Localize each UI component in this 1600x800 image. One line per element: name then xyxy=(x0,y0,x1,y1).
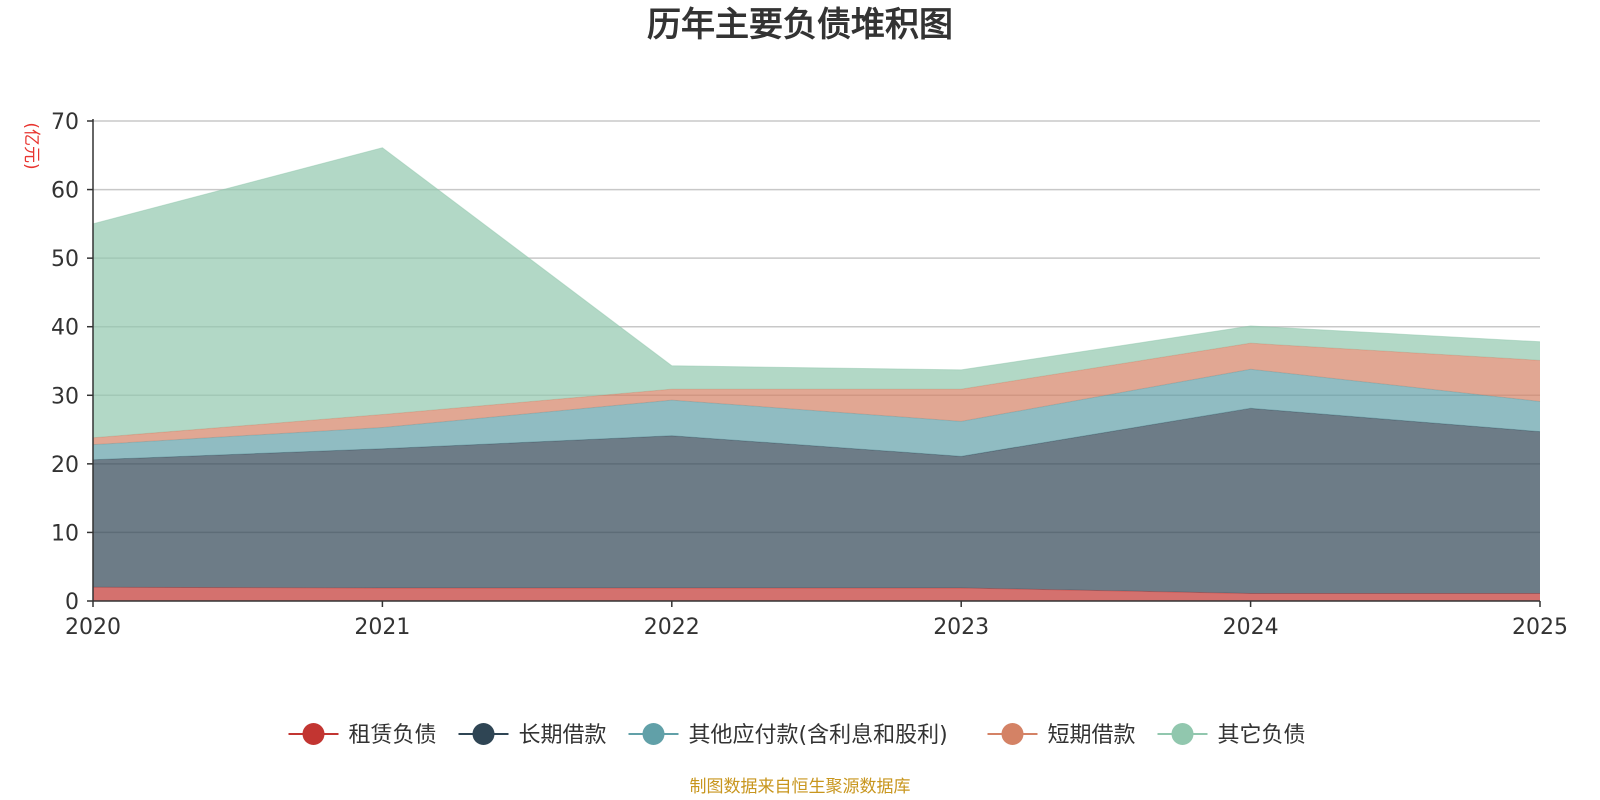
area-series-4 xyxy=(93,147,1540,438)
legend-marker-dot xyxy=(302,723,325,745)
legend-label: 其他应付款(含利息和股利) xyxy=(689,723,948,748)
y-tick-label: 0 xyxy=(65,590,79,615)
area-series-3 xyxy=(93,343,1540,445)
x-tick-label: 2025 xyxy=(1512,615,1568,640)
legend-label: 长期借款 xyxy=(519,723,607,748)
legend-item-4[interactable]: 其它负债 xyxy=(1157,723,1306,748)
legend-item-0[interactable]: 租赁负债 xyxy=(288,723,437,748)
y-tick-label: 60 xyxy=(51,179,79,204)
area-series-1 xyxy=(93,408,1540,594)
x-tick-label: 2020 xyxy=(65,615,121,640)
legend-marker-dot xyxy=(1171,723,1194,745)
y-tick-label: 20 xyxy=(51,453,79,478)
area-series-group xyxy=(92,147,1541,601)
legend-label: 其它负债 xyxy=(1218,723,1306,748)
y-tick-label: 30 xyxy=(51,384,79,409)
legend: 租赁负债 长期借款 其他应付款(含利息和股利) 短期借款 其它负债 xyxy=(288,723,1306,748)
area-series-line-4 xyxy=(92,147,1541,371)
y-axis-unit-label: (亿元) xyxy=(21,122,41,169)
x-tick-label: 2022 xyxy=(644,615,700,640)
y-tick-label: 50 xyxy=(51,247,79,272)
chart-title: 历年主要负债堆积图 xyxy=(647,5,953,45)
legend-label: 租赁负债 xyxy=(349,723,437,748)
legend-marker-dot xyxy=(472,723,495,745)
area-series-2 xyxy=(93,369,1540,460)
x-tick-label: 2021 xyxy=(354,615,410,640)
legend-label: 短期借款 xyxy=(1048,723,1136,748)
legend-marker-dot xyxy=(1001,723,1024,745)
legend-item-1[interactable]: 长期借款 xyxy=(458,723,607,748)
legend-marker-dot xyxy=(642,723,665,745)
x-tick-label: 2024 xyxy=(1223,615,1279,640)
y-tick-label: 70 xyxy=(51,110,79,135)
y-tick-label: 40 xyxy=(51,316,79,341)
x-tick-label: 2023 xyxy=(933,615,989,640)
legend-item-2[interactable]: 其他应付款(含利息和股利) xyxy=(628,723,948,748)
axes: 0 10 20 30 40 50 60 70 2020 2021 2022 2023 2024 2025 xyxy=(51,110,1568,640)
area-series-0 xyxy=(93,587,1540,601)
data-source-note: 制图数据来自恒生聚源数据库 xyxy=(690,777,911,797)
y-tick-label: 10 xyxy=(51,521,79,546)
legend-item-3[interactable]: 短期借款 xyxy=(987,723,1136,748)
